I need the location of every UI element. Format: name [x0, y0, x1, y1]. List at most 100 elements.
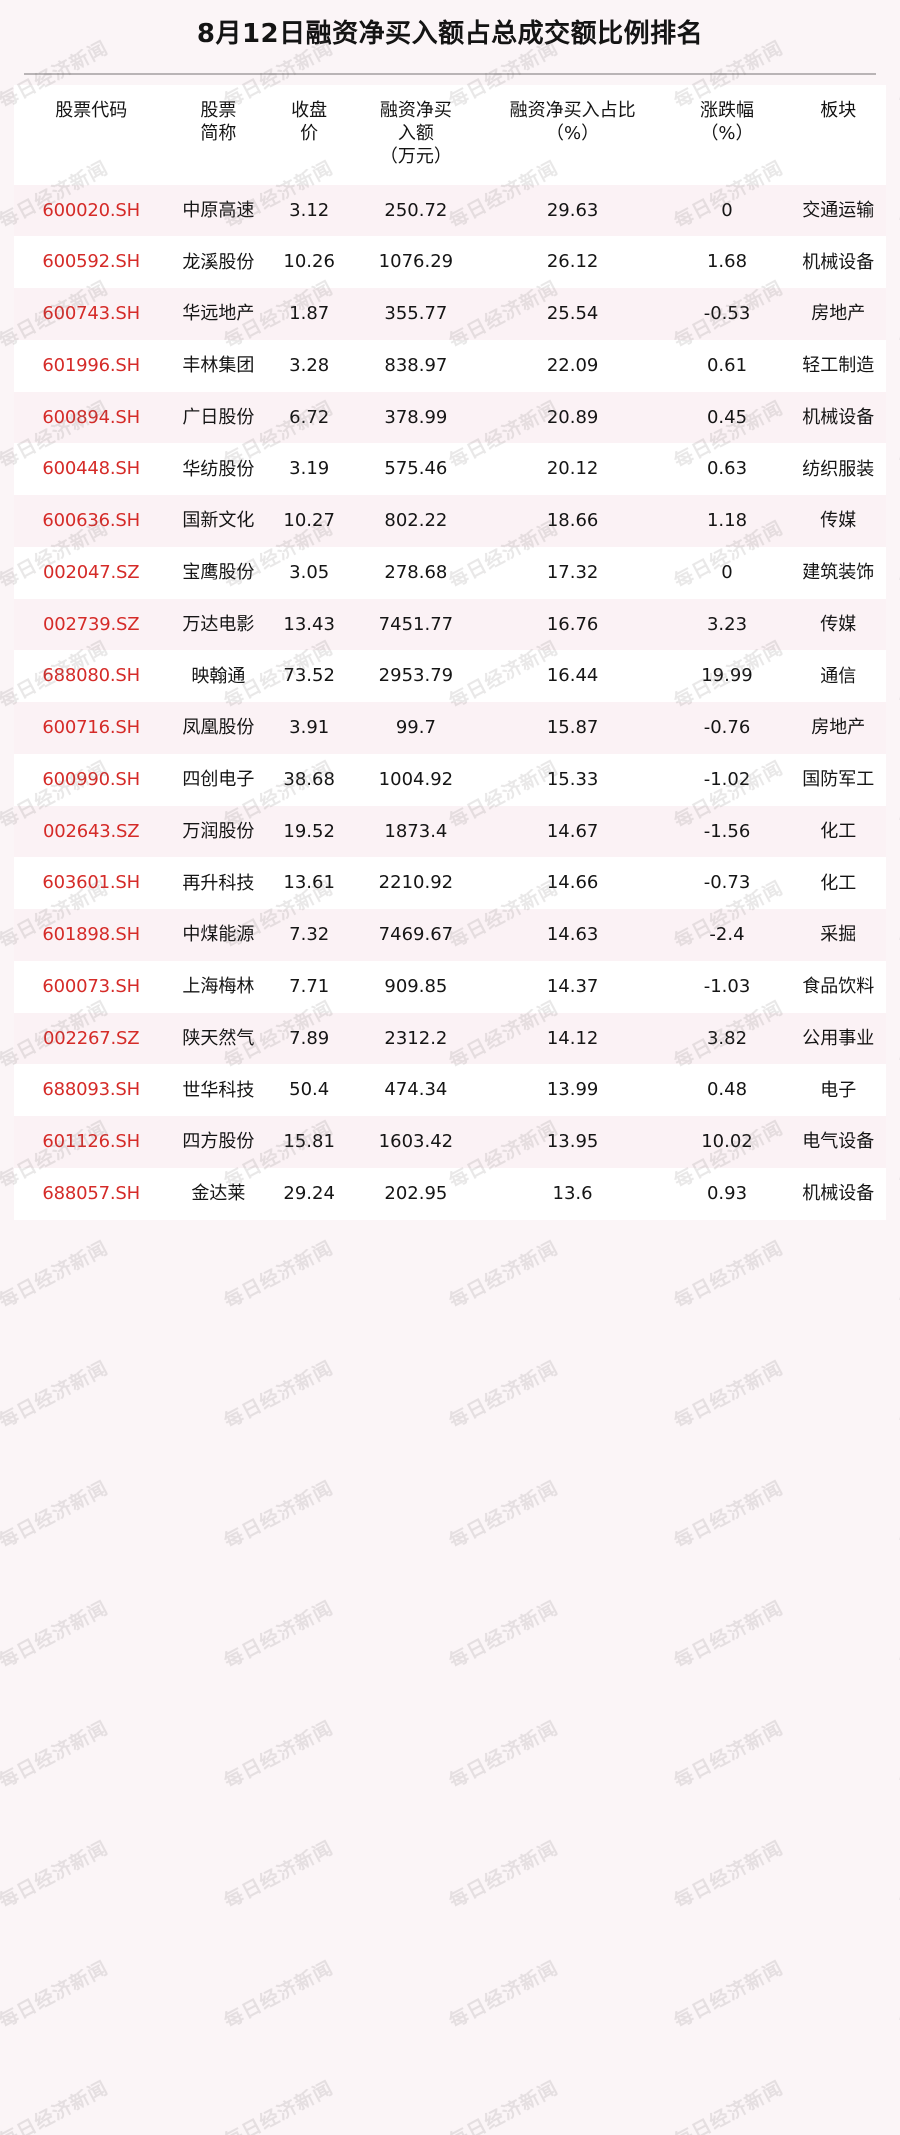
watermark-text: 每日经济新闻 — [220, 1716, 337, 1793]
watermark-text: 每日经济新闻 — [445, 1476, 562, 1553]
table-row[interactable]: 600020.SH 中原高速 3.12 250.72 29.63 0 交通运输 — [14, 184, 886, 237]
cell-code: 603601.SH — [14, 857, 169, 910]
cell-change: 0.45 — [663, 391, 791, 444]
watermark-text: 每日经济新闻 — [220, 1596, 337, 1673]
cell-sector: 机械设备 — [790, 391, 886, 444]
cell-change: 10.02 — [663, 1116, 791, 1168]
table-row[interactable]: 601126.SH 四方股份 15.81 1603.42 13.95 10.02 电气设备 — [14, 1116, 886, 1168]
cell-code: 600716.SH — [14, 702, 169, 754]
cell-ratio: 13.99 — [481, 1064, 664, 1117]
watermark-text: 每日经济新闻 — [220, 2076, 337, 2135]
cell-ratio: 16.76 — [481, 598, 664, 651]
watermark-text: 每日经济新闻 — [670, 1236, 787, 1313]
cell-name: 宝鹰股份 — [168, 546, 269, 599]
column-header-sector: 板块 — [790, 84, 886, 185]
cell-ratio: 15.33 — [481, 753, 664, 806]
cell-ratio: 20.89 — [481, 391, 664, 444]
table-row[interactable]: 002047.SZ 宝鹰股份 3.05 278.68 17.32 0 建筑装饰 — [14, 546, 886, 599]
watermark-text: 每日经济新闻 — [895, 1956, 900, 2033]
cell-change: -0.53 — [663, 288, 791, 340]
cell-ratio: 14.67 — [481, 805, 664, 858]
cell-amount: 1873.4 — [350, 805, 482, 858]
table-row[interactable]: 600073.SH 上海梅林 7.71 909.85 14.37 -1.03 食品饮料 — [14, 960, 886, 1013]
cell-sector: 交通运输 — [790, 184, 886, 237]
cell-name: 映翰通 — [168, 650, 269, 703]
table-row[interactable]: 603601.SH 再升科技 13.61 2210.92 14.66 -0.73 化工 — [14, 857, 886, 910]
cell-amount: 355.77 — [350, 288, 482, 340]
cell-code: 002267.SZ — [14, 1012, 169, 1065]
cell-name: 龙溪股份 — [168, 236, 269, 289]
cell-change: 0.63 — [663, 443, 791, 496]
watermark-text: 每日经济新闻 — [220, 1236, 337, 1313]
cell-close: 3.05 — [268, 546, 351, 599]
cell-change: -0.73 — [663, 857, 791, 910]
cell-change: 0.93 — [663, 1167, 791, 1220]
cell-sector: 建筑装饰 — [790, 546, 886, 599]
table-row[interactable]: 601996.SH 丰林集团 3.28 838.97 22.09 0.61 轻工制造 — [14, 339, 886, 392]
cell-close: 3.91 — [268, 702, 351, 754]
cell-ratio: 14.66 — [481, 857, 664, 910]
table-row[interactable]: 600894.SH 广日股份 6.72 378.99 20.89 0.45 机械设备 — [14, 391, 886, 444]
cell-close: 3.19 — [268, 443, 351, 496]
table-row[interactable]: 601898.SH 中煤能源 7.32 7469.67 14.63 -2.4 采掘 — [14, 909, 886, 961]
cell-code: 600020.SH — [14, 184, 169, 237]
cell-amount: 278.68 — [350, 546, 482, 599]
cell-code: 601898.SH — [14, 909, 169, 961]
cell-close: 73.52 — [268, 650, 351, 703]
cell-amount: 838.97 — [350, 339, 482, 392]
table-row[interactable]: 600990.SH 四创电子 38.68 1004.92 15.33 -1.02 国防军工 — [14, 753, 886, 806]
cell-amount: 474.34 — [350, 1064, 482, 1117]
cell-name: 四创电子 — [168, 753, 269, 806]
watermark-text: 每日经济新闻 — [445, 1356, 562, 1433]
table-row[interactable]: 600448.SH 华纺股份 3.19 575.46 20.12 0.63 纺织服装 — [14, 443, 886, 496]
cell-sector: 传媒 — [790, 598, 886, 651]
cell-close: 10.27 — [268, 495, 351, 547]
cell-code: 600636.SH — [14, 495, 169, 547]
cell-amount: 7451.77 — [350, 598, 482, 651]
table-row[interactable]: 002267.SZ 陕天然气 7.89 2312.2 14.12 3.82 公用事业 — [14, 1012, 886, 1065]
cell-close: 50.4 — [268, 1064, 351, 1117]
cell-ratio: 16.44 — [481, 650, 664, 703]
cell-amount: 2210.92 — [350, 857, 482, 910]
cell-name: 再升科技 — [168, 857, 269, 910]
cell-close: 15.81 — [268, 1116, 351, 1168]
cell-sector: 化工 — [790, 805, 886, 858]
cell-code: 600743.SH — [14, 288, 169, 340]
cell-close: 10.26 — [268, 236, 351, 289]
cell-name: 中煤能源 — [168, 909, 269, 961]
cell-ratio: 22.09 — [481, 339, 664, 392]
table-row[interactable]: 688057.SH 金达莱 29.24 202.95 13.6 0.93 机械设备 — [14, 1167, 886, 1220]
cell-change: 3.82 — [663, 1012, 791, 1065]
table-row[interactable]: 002739.SZ 万达电影 13.43 7451.77 16.76 3.23 传媒 — [14, 598, 886, 651]
column-header-name: 股票 简称 — [168, 84, 269, 185]
cell-close: 13.61 — [268, 857, 351, 910]
watermark-text: 每日经济新闻 — [0, 1716, 112, 1793]
cell-code: 688093.SH — [14, 1064, 169, 1117]
watermark-text: 每日经济新闻 — [0, 1236, 112, 1313]
column-header-ratio: 融资净买入占比 （%） — [481, 84, 664, 185]
cell-code: 600448.SH — [14, 443, 169, 496]
cell-close: 13.43 — [268, 598, 351, 651]
watermark-text: 每日经济新闻 — [670, 1596, 787, 1673]
table-row[interactable]: 600592.SH 龙溪股份 10.26 1076.29 26.12 1.68 机械设备 — [14, 236, 886, 289]
table-row[interactable]: 600716.SH 凤凰股份 3.91 99.7 15.87 -0.76 房地产 — [14, 702, 886, 754]
watermark-text: 每日经济新闻 — [220, 1836, 337, 1913]
cell-sector: 电气设备 — [790, 1116, 886, 1168]
cell-ratio: 29.63 — [481, 184, 664, 237]
cell-close: 6.72 — [268, 391, 351, 444]
table-row[interactable]: 688093.SH 世华科技 50.4 474.34 13.99 0.48 电子 — [14, 1064, 886, 1117]
cell-ratio: 26.12 — [481, 236, 664, 289]
table-row[interactable]: 688080.SH 映翰通 73.52 2953.79 16.44 19.99 通信 — [14, 650, 886, 703]
cell-sector: 公用事业 — [790, 1012, 886, 1065]
table-row[interactable]: 600636.SH 国新文化 10.27 802.22 18.66 1.18 传媒 — [14, 495, 886, 547]
table-row[interactable]: 002643.SZ 万润股份 19.52 1873.4 14.67 -1.56 化工 — [14, 805, 886, 858]
table-row[interactable]: 600743.SH 华远地产 1.87 355.77 25.54 -0.53 房地产 — [14, 288, 886, 340]
cell-close: 29.24 — [268, 1167, 351, 1220]
cell-amount: 202.95 — [350, 1167, 482, 1220]
cell-sector: 机械设备 — [790, 236, 886, 289]
cell-sector: 通信 — [790, 650, 886, 703]
cell-amount: 7469.67 — [350, 909, 482, 961]
cell-code: 002739.SZ — [14, 598, 169, 651]
cell-amount: 1004.92 — [350, 753, 482, 806]
title-divider — [24, 72, 876, 75]
